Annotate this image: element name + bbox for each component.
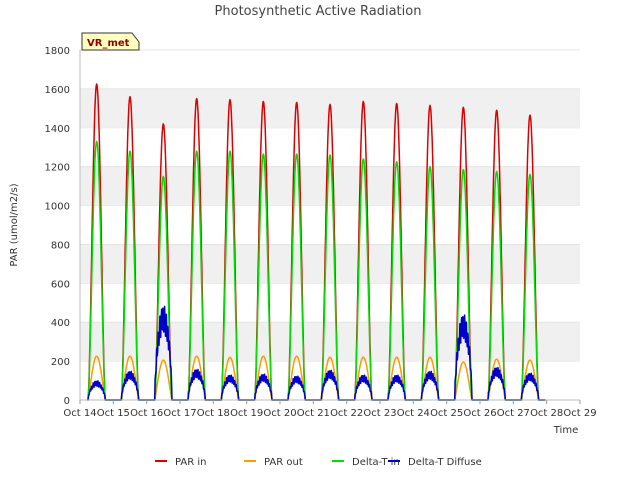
grid-band: [80, 166, 580, 206]
legend-label-par-in: PAR in: [175, 457, 206, 468]
y-tick-label: 0: [64, 396, 70, 407]
x-tick-label: Oct 16: [130, 408, 163, 419]
y-tick-label: 1800: [45, 46, 70, 57]
y-tick-label: 600: [51, 279, 70, 290]
x-tick-label: Oct 19: [230, 408, 263, 419]
x-tick-label: Oct 24: [397, 408, 430, 419]
y-tick-label: 200: [51, 357, 70, 368]
x-tick-label: Oct 17: [163, 408, 196, 419]
legend-label-par-out: PAR out: [264, 457, 303, 468]
site-badge-box: [81, 32, 140, 51]
y-tick-label: 800: [51, 240, 70, 251]
x-tick-label: Oct 22: [330, 408, 363, 419]
x-tick-label: Oct 23: [363, 408, 396, 419]
legend: PAR in PAR out Delta-T in Delta-T Diffuse: [155, 457, 482, 468]
y-tick-label: 1400: [45, 124, 70, 135]
site-badge-label: VR_met: [87, 38, 130, 49]
x-tick-label: Oct 25: [430, 408, 463, 419]
x-tick-label: Oct 27: [497, 408, 530, 419]
y-tick-label: 1600: [45, 85, 70, 96]
x-tick-label: Oct 14: [63, 408, 96, 419]
x-tick-label: Oct 26: [463, 408, 496, 419]
axes: [79, 50, 580, 401]
x-tick-label: Oct 28: [530, 408, 563, 419]
y-tick-label: 400: [51, 318, 70, 329]
x-tick-label: Oct 15: [97, 408, 130, 419]
x-axis-label: Time: [553, 425, 578, 436]
chart-title: Photosynthetic Active Radiation: [215, 4, 422, 19]
x-tick-label: Oct 20: [263, 408, 296, 419]
x-tick-label: Oct 18: [197, 408, 230, 419]
site-badge: VR_met: [81, 32, 140, 51]
legend-label-delta-t-in: Delta-T in: [352, 457, 400, 468]
grid-band: [80, 322, 580, 362]
y-axis-label: PAR (umol/m2/s): [9, 183, 20, 266]
y-tick-label: 1000: [45, 202, 70, 213]
x-tick-label: Oct 29: [563, 408, 596, 419]
y-tick-label: 1200: [45, 163, 70, 174]
legend-label-delta-t-diffuse: Delta-T Diffuse: [408, 457, 482, 468]
x-tick-label: Oct 21: [297, 408, 330, 419]
grid-bands: [80, 49, 580, 400]
grid-band: [80, 244, 580, 284]
